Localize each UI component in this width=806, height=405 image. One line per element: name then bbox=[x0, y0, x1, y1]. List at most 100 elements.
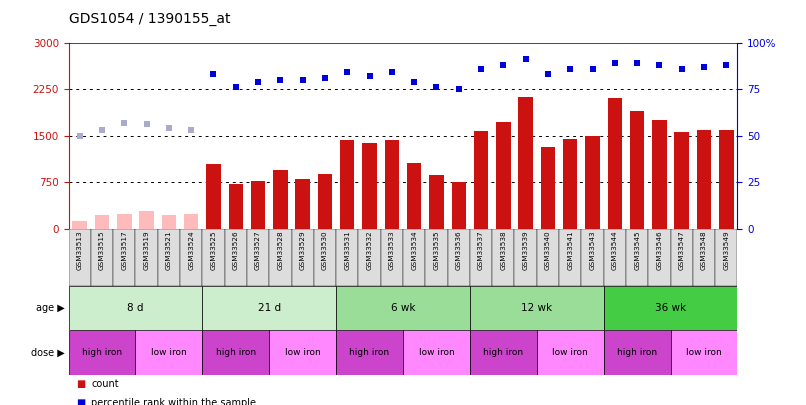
Text: GSM33540: GSM33540 bbox=[545, 230, 551, 270]
Bar bbox=[336, 286, 470, 330]
Bar bbox=[652, 119, 667, 229]
Bar bbox=[95, 215, 109, 229]
Text: GSM33527: GSM33527 bbox=[255, 230, 261, 270]
Text: low iron: low iron bbox=[418, 348, 455, 357]
Text: GSM33544: GSM33544 bbox=[612, 230, 618, 270]
Text: 12 wk: 12 wk bbox=[521, 303, 552, 313]
Bar bbox=[380, 229, 403, 286]
Text: count: count bbox=[91, 379, 118, 389]
Bar bbox=[336, 229, 359, 286]
Bar bbox=[541, 147, 555, 229]
Text: GSM33539: GSM33539 bbox=[522, 230, 529, 270]
Text: high iron: high iron bbox=[484, 348, 523, 357]
Bar bbox=[247, 229, 269, 286]
Text: GSM33530: GSM33530 bbox=[322, 230, 328, 270]
Text: GSM33548: GSM33548 bbox=[701, 230, 707, 270]
Bar bbox=[318, 174, 332, 229]
Bar bbox=[518, 97, 533, 229]
Text: ■: ■ bbox=[77, 398, 85, 405]
Text: GSM33532: GSM33532 bbox=[367, 230, 372, 270]
Bar bbox=[336, 330, 403, 375]
Bar bbox=[206, 164, 221, 229]
Bar bbox=[314, 229, 336, 286]
Bar bbox=[69, 330, 135, 375]
Bar bbox=[537, 330, 604, 375]
Text: GSM33513: GSM33513 bbox=[77, 230, 83, 270]
Bar bbox=[117, 214, 131, 229]
Text: GSM33536: GSM33536 bbox=[455, 230, 462, 270]
Bar bbox=[470, 286, 604, 330]
Text: GSM33541: GSM33541 bbox=[567, 230, 573, 270]
Text: high iron: high iron bbox=[216, 348, 256, 357]
Bar bbox=[715, 229, 737, 286]
Text: GSM33525: GSM33525 bbox=[210, 230, 217, 270]
Bar bbox=[273, 170, 288, 229]
Bar bbox=[73, 221, 87, 229]
Text: GSM33549: GSM33549 bbox=[723, 230, 729, 270]
Bar bbox=[135, 330, 202, 375]
Text: GSM33529: GSM33529 bbox=[300, 230, 305, 270]
Bar bbox=[630, 111, 644, 229]
Bar bbox=[113, 229, 135, 286]
Bar bbox=[359, 229, 380, 286]
Text: low iron: low iron bbox=[552, 348, 588, 357]
Bar bbox=[269, 229, 292, 286]
Bar bbox=[292, 229, 314, 286]
Bar bbox=[671, 330, 737, 375]
Bar bbox=[202, 286, 336, 330]
Bar bbox=[162, 215, 176, 229]
Bar bbox=[407, 163, 422, 229]
Bar bbox=[604, 330, 671, 375]
Bar bbox=[251, 181, 265, 229]
Bar bbox=[675, 132, 689, 229]
Bar bbox=[91, 229, 113, 286]
Text: GSM33515: GSM33515 bbox=[99, 230, 105, 270]
Bar bbox=[492, 229, 514, 286]
Bar bbox=[384, 140, 399, 229]
Text: high iron: high iron bbox=[617, 348, 657, 357]
Bar bbox=[296, 179, 310, 229]
Bar bbox=[719, 130, 733, 229]
Bar bbox=[671, 229, 693, 286]
Bar bbox=[69, 229, 91, 286]
Bar bbox=[229, 184, 243, 229]
Text: GSM33547: GSM33547 bbox=[679, 230, 685, 270]
Text: low iron: low iron bbox=[686, 348, 722, 357]
Bar bbox=[340, 140, 355, 229]
Bar bbox=[496, 122, 510, 229]
Bar bbox=[202, 330, 269, 375]
Bar bbox=[158, 229, 180, 286]
Bar bbox=[69, 286, 202, 330]
Bar bbox=[403, 330, 470, 375]
Text: GSM33538: GSM33538 bbox=[501, 230, 506, 270]
Bar bbox=[608, 98, 622, 229]
Bar bbox=[225, 229, 247, 286]
Text: GDS1054 / 1390155_at: GDS1054 / 1390155_at bbox=[69, 12, 230, 26]
Text: low iron: low iron bbox=[151, 348, 187, 357]
Bar bbox=[470, 330, 537, 375]
Text: 36 wk: 36 wk bbox=[655, 303, 686, 313]
Bar bbox=[604, 286, 737, 330]
Text: GSM33528: GSM33528 bbox=[277, 230, 284, 270]
Text: 8 d: 8 d bbox=[127, 303, 143, 313]
Text: GSM33537: GSM33537 bbox=[478, 230, 484, 270]
Text: high iron: high iron bbox=[82, 348, 122, 357]
Bar bbox=[563, 139, 577, 229]
Text: GSM33517: GSM33517 bbox=[121, 230, 127, 270]
Text: GSM33546: GSM33546 bbox=[656, 230, 663, 270]
Text: GSM33531: GSM33531 bbox=[344, 230, 351, 270]
Text: GSM33545: GSM33545 bbox=[634, 230, 640, 270]
Bar bbox=[537, 229, 559, 286]
Bar bbox=[403, 229, 426, 286]
Bar bbox=[693, 229, 715, 286]
Text: dose ▶: dose ▶ bbox=[31, 347, 64, 357]
Bar bbox=[202, 229, 225, 286]
Text: GSM33524: GSM33524 bbox=[188, 230, 194, 270]
Bar bbox=[474, 131, 488, 229]
Bar bbox=[559, 229, 581, 286]
Bar bbox=[697, 130, 711, 229]
Bar bbox=[426, 229, 447, 286]
Text: 6 wk: 6 wk bbox=[391, 303, 415, 313]
Bar bbox=[451, 181, 466, 229]
Bar bbox=[514, 229, 537, 286]
